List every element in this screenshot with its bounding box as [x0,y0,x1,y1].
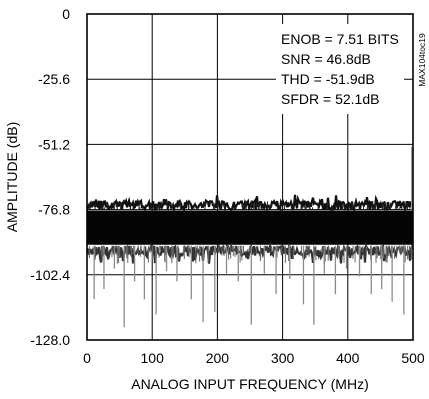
y-tick-labels: 0 -25.6 -51.2 -76.8 -102.4 -128.0 [30,6,70,348]
noise-floor [87,194,413,264]
annotation-box: ENOB = 7.51 BITS SNR = 46.8dB THD = -51.… [276,24,404,114]
figure-id-label: MAX104toc19 [417,33,427,87]
y-tick-label: -128.0 [30,332,70,348]
x-tick-label: 0 [83,350,91,366]
x-tick-label: 200 [206,350,230,366]
x-tick-label: 300 [271,350,295,366]
annotation-thd: THD = -51.9dB [281,71,375,87]
annotation-enob: ENOB = 7.51 BITS [281,31,399,47]
annotation-snr: SNR = 46.8dB [281,51,371,67]
annotation-background [276,24,404,114]
y-tick-label: 0 [62,6,70,22]
spectrum-series [93,146,413,328]
x-tick-labels: 0 100 200 300 400 500 [83,350,425,366]
y-tick-label: -102.4 [30,267,70,283]
x-tick-label: 100 [141,350,165,366]
noise-band [87,210,413,245]
noise-upper-edge [87,194,413,214]
y-tick-label: -51.2 [38,136,70,152]
y-tick-label: -76.8 [38,202,70,218]
annotation-sfdr: SFDR = 52.1dB [281,91,379,107]
plot-frame [86,13,414,341]
y-tick-label: -25.6 [38,71,70,87]
x-tick-label: 500 [401,350,425,366]
x-axis-label: ANALOG INPUT FREQUENCY (MHz) [131,376,369,392]
y-axis-label: AMPLITUDE (dB) [4,122,20,232]
x-tick-label: 400 [336,350,360,366]
